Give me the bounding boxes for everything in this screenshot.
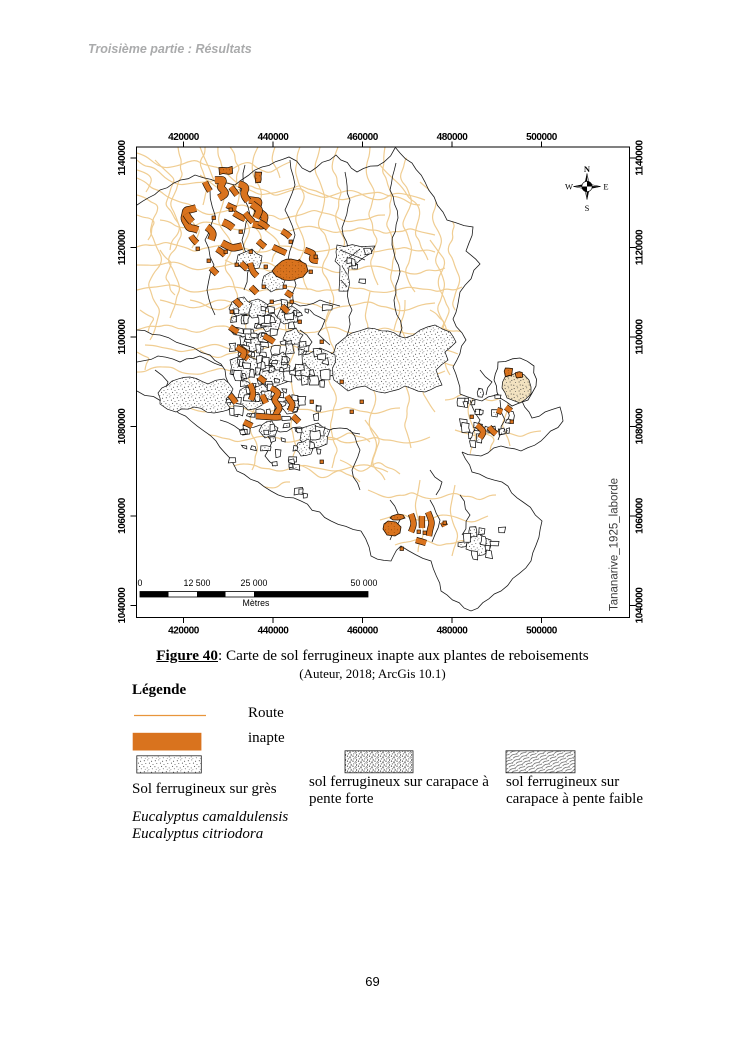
svg-text:1040000: 1040000 (635, 587, 646, 624)
svg-text:440000: 440000 (258, 626, 290, 637)
svg-text:500000: 500000 (526, 626, 558, 637)
svg-text:1060000: 1060000 (635, 497, 646, 534)
svg-text:0: 0 (138, 578, 143, 588)
svg-text:50 000: 50 000 (351, 578, 378, 588)
svg-text:N: N (584, 164, 591, 174)
svg-text:12 500: 12 500 (184, 578, 211, 588)
svg-text:W: W (565, 182, 573, 192)
svg-text:1080000: 1080000 (635, 408, 646, 445)
svg-text:S: S (585, 203, 590, 213)
svg-text:480000: 480000 (437, 626, 469, 637)
svg-text:1060000: 1060000 (117, 497, 128, 534)
svg-text:1100000: 1100000 (117, 318, 128, 354)
svg-text:460000: 460000 (347, 626, 379, 637)
svg-text:1100000: 1100000 (635, 318, 646, 354)
svg-text:440000: 440000 (258, 132, 290, 143)
svg-text:460000: 460000 (347, 132, 379, 143)
svg-text:Mètres: Mètres (243, 598, 270, 608)
svg-text:1080000: 1080000 (117, 408, 128, 445)
svg-text:1040000: 1040000 (117, 587, 128, 624)
svg-text:420000: 420000 (168, 626, 200, 637)
svg-text:1120000: 1120000 (117, 229, 128, 265)
svg-text:1140000: 1140000 (635, 139, 646, 175)
svg-text:420000: 420000 (168, 132, 200, 143)
svg-text:1140000: 1140000 (117, 139, 128, 175)
svg-text:25 000: 25 000 (241, 578, 268, 588)
svg-text:Tananarive_1925_laborde: Tananarive_1925_laborde (609, 478, 621, 611)
svg-text:E: E (603, 182, 608, 192)
svg-text:480000: 480000 (437, 132, 469, 143)
svg-text:1120000: 1120000 (635, 229, 646, 265)
svg-text:500000: 500000 (526, 132, 558, 143)
